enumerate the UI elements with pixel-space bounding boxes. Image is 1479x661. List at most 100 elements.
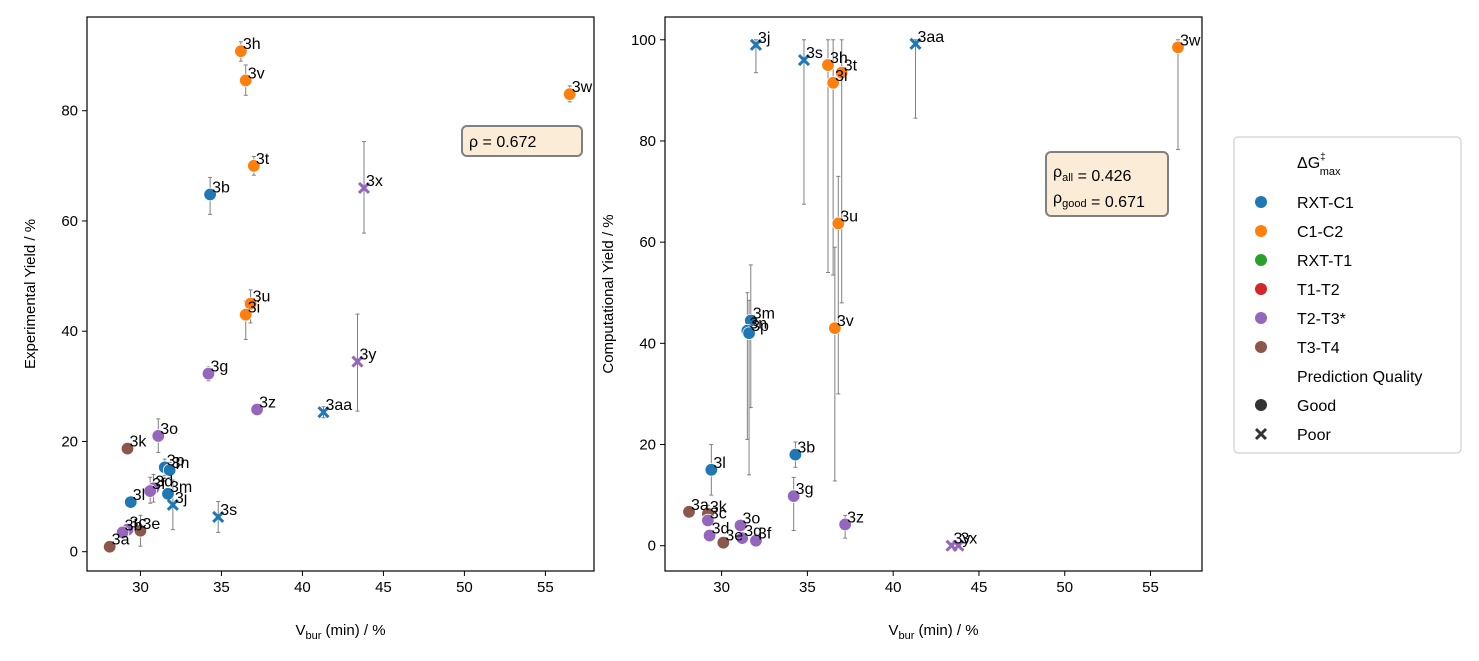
data-point-3h bbox=[234, 44, 248, 58]
point-label-3m: 3m bbox=[753, 306, 775, 323]
point-label-3v: 3v bbox=[837, 313, 854, 330]
data-point-3p bbox=[742, 326, 756, 340]
x-tick-label: 50 bbox=[456, 579, 473, 596]
legend-label-Poor: Poor bbox=[1297, 427, 1331, 444]
plot-frame bbox=[86, 16, 595, 572]
point-label-3g: 3g bbox=[796, 481, 814, 498]
data-point-3o bbox=[151, 429, 165, 443]
x-tick-label: 35 bbox=[213, 579, 230, 596]
data-point-3i bbox=[826, 76, 840, 90]
data-point-3aa bbox=[909, 37, 922, 50]
data-point-3e bbox=[716, 535, 731, 550]
point-label-3aa: 3aa bbox=[325, 397, 352, 414]
data-point-3u bbox=[243, 296, 258, 311]
point-label-3p: 3p bbox=[167, 452, 185, 469]
point-label-3b: 3b bbox=[797, 440, 815, 457]
point-label-3j: 3j bbox=[175, 490, 187, 507]
point-label-3d: 3d bbox=[155, 473, 173, 490]
x-tick-label: 45 bbox=[375, 579, 392, 596]
point-label-3q: 3q bbox=[744, 523, 762, 540]
data-point-3f bbox=[749, 533, 763, 548]
point-label-3d: 3d bbox=[712, 521, 730, 538]
correlation-text: ρ = 0.672 bbox=[469, 134, 536, 151]
correlation-text: ρall = 0.426 bbox=[1053, 164, 1132, 185]
y-axis-label: Experimental Yield / % bbox=[22, 219, 39, 369]
point-label-3l: 3l bbox=[713, 455, 725, 472]
data-point-3j bbox=[749, 38, 762, 51]
data-point-3g bbox=[201, 366, 216, 381]
legend-label-RXT-C1: RXT-C1 bbox=[1297, 195, 1354, 212]
y-tick-label: 80 bbox=[61, 103, 78, 120]
data-point-3t bbox=[835, 65, 849, 80]
data-point-3x bbox=[952, 539, 965, 552]
data-point-3j bbox=[166, 498, 179, 511]
point-label-3n: 3n bbox=[749, 316, 767, 333]
y-axis-label: Computational Yield / % bbox=[600, 214, 617, 373]
data-point-3v bbox=[828, 321, 842, 335]
legend-label-T2-T3*: T2-T3* bbox=[1297, 311, 1346, 328]
point-label-3p: 3p bbox=[751, 318, 769, 335]
point-label-3m: 3m bbox=[170, 479, 192, 496]
point-label-3g: 3g bbox=[210, 359, 228, 376]
legend-marker-Poor bbox=[1254, 427, 1268, 441]
point-label-3f: 3f bbox=[152, 476, 166, 493]
legend-label-RXT-T1: RXT-T1 bbox=[1297, 253, 1352, 270]
error-bar bbox=[801, 39, 806, 205]
data-point-3l bbox=[124, 495, 138, 509]
legend-label-Good: Good bbox=[1297, 398, 1336, 415]
point-label-3y: 3y bbox=[954, 531, 971, 548]
point-label-3x: 3x bbox=[960, 531, 977, 548]
correlation-box bbox=[461, 125, 583, 157]
point-label-3s: 3s bbox=[220, 502, 237, 519]
point-label-3u: 3u bbox=[840, 208, 858, 225]
point-label-3e: 3e bbox=[725, 528, 743, 545]
point-label-3b: 3b bbox=[125, 517, 143, 534]
point-label-3a: 3a bbox=[691, 497, 709, 514]
point-label-3t: 3t bbox=[844, 58, 858, 75]
data-point-3h bbox=[821, 58, 835, 72]
point-label-3v: 3v bbox=[248, 65, 265, 82]
point-label-3j: 3j bbox=[758, 30, 770, 47]
legend-marker-T1-T2 bbox=[1255, 283, 1267, 295]
data-point-3aa bbox=[317, 406, 330, 419]
data-point-3w bbox=[563, 87, 577, 101]
y-tick-label: 40 bbox=[639, 335, 656, 352]
data-point-3g bbox=[786, 489, 801, 503]
y-tick-label: 60 bbox=[61, 213, 78, 230]
point-label-3b: 3b bbox=[212, 180, 230, 197]
legend: ΔG‡ max RXT-C1 C1-C2 RXT-T1 T1-T2 T2-T3* T3-T4 P… bbox=[1233, 136, 1462, 454]
data-point-3b bbox=[115, 525, 130, 540]
computational-yield-plot: 30 35 40 45 50 55 0 20 40 60 80 100 Vbur (min) / % Co… bbox=[600, 16, 1203, 642]
x-tick-label: 55 bbox=[1142, 579, 1159, 596]
error-bar bbox=[791, 476, 796, 532]
legend-marker-T2-T3* bbox=[1255, 312, 1267, 324]
legend-label-T1-T2: T1-T2 bbox=[1297, 282, 1340, 299]
data-point-3b bbox=[788, 447, 803, 462]
experimental-yield-plot: 30 35 40 45 50 55 0 20 40 60 80 Vbur (min) / % Exper… bbox=[22, 16, 595, 642]
data-point-3s bbox=[212, 510, 225, 524]
point-label-3e: 3e bbox=[142, 516, 160, 533]
error-bar bbox=[825, 39, 830, 273]
point-label-3l: 3l bbox=[133, 487, 145, 504]
legend-frame bbox=[1233, 136, 1462, 454]
point-label-3z: 3z bbox=[259, 394, 276, 411]
x-tick-label: 55 bbox=[537, 579, 554, 596]
x-tick-label: 45 bbox=[971, 579, 988, 596]
point-label-3k: 3k bbox=[710, 499, 728, 516]
data-point-3v bbox=[239, 73, 253, 88]
point-label-3w: 3w bbox=[572, 79, 593, 96]
data-point-3w bbox=[1171, 40, 1185, 55]
point-label-3w: 3w bbox=[1180, 32, 1201, 49]
legend-label-C1-C2: C1-C2 bbox=[1297, 224, 1343, 241]
data-point-3c bbox=[701, 513, 715, 528]
data-point-3z bbox=[838, 517, 852, 532]
data-point-3y bbox=[351, 355, 364, 368]
y-tick-label: 0 bbox=[70, 544, 78, 561]
point-label-3i: 3i bbox=[835, 68, 847, 85]
x-tick-label: 35 bbox=[799, 579, 816, 596]
data-point-3a bbox=[102, 540, 117, 554]
data-point-3u bbox=[831, 216, 845, 231]
data-point-3x bbox=[357, 181, 371, 194]
point-label-3s: 3s bbox=[806, 45, 823, 62]
